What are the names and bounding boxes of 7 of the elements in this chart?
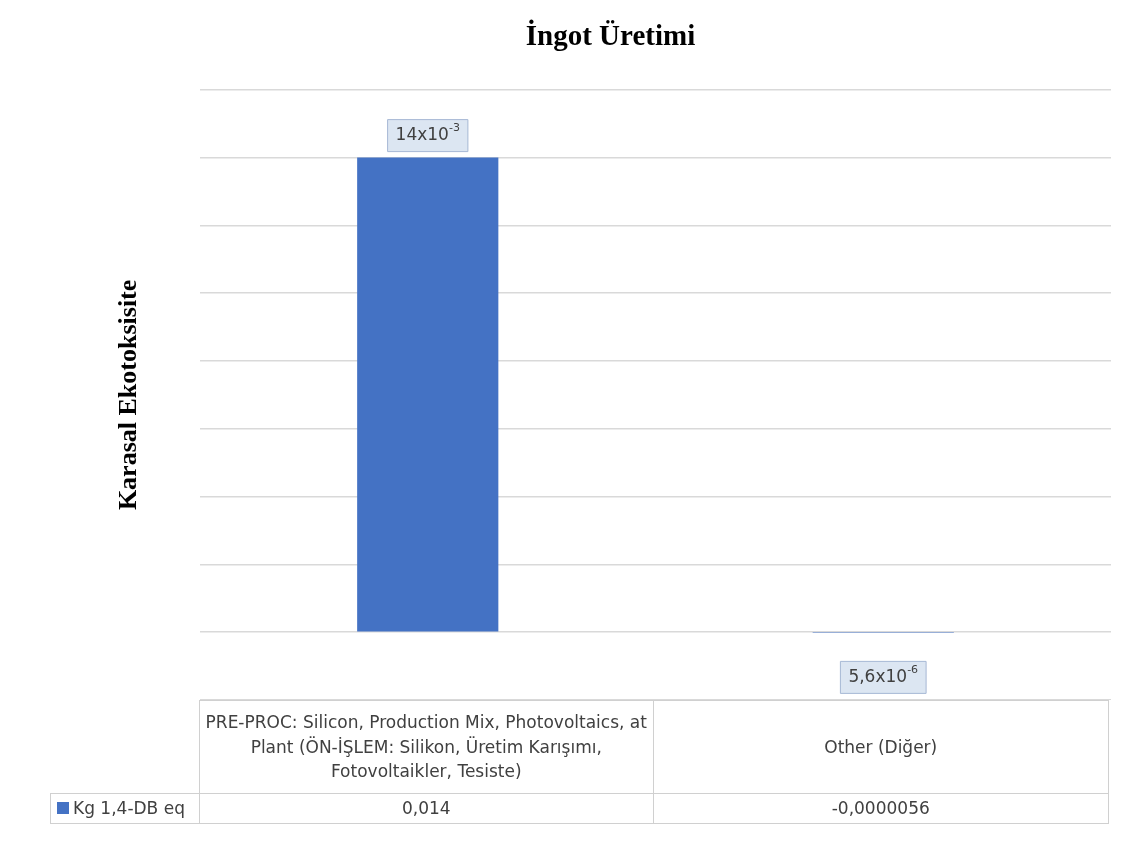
x-tick-label: Other (Diğer) (653, 700, 1108, 794)
data-label: -0,0000056 (653, 793, 1108, 824)
data-label: 0,014 (199, 793, 654, 824)
chart-title: İngot Üretimi (525, 18, 696, 51)
y-axis-title: Karasal Ekotoksisite (113, 279, 143, 511)
legend-label: Kg 1,4-DB eq (50, 793, 199, 824)
x-tick-label: PRE-PROC: Silicon, Production Mix, Photovoltaics, at Plant (ÖN-İŞLEM: Silikon, Üretim Karışımı, Fotovoltaikler, Tesiste) (199, 700, 654, 794)
